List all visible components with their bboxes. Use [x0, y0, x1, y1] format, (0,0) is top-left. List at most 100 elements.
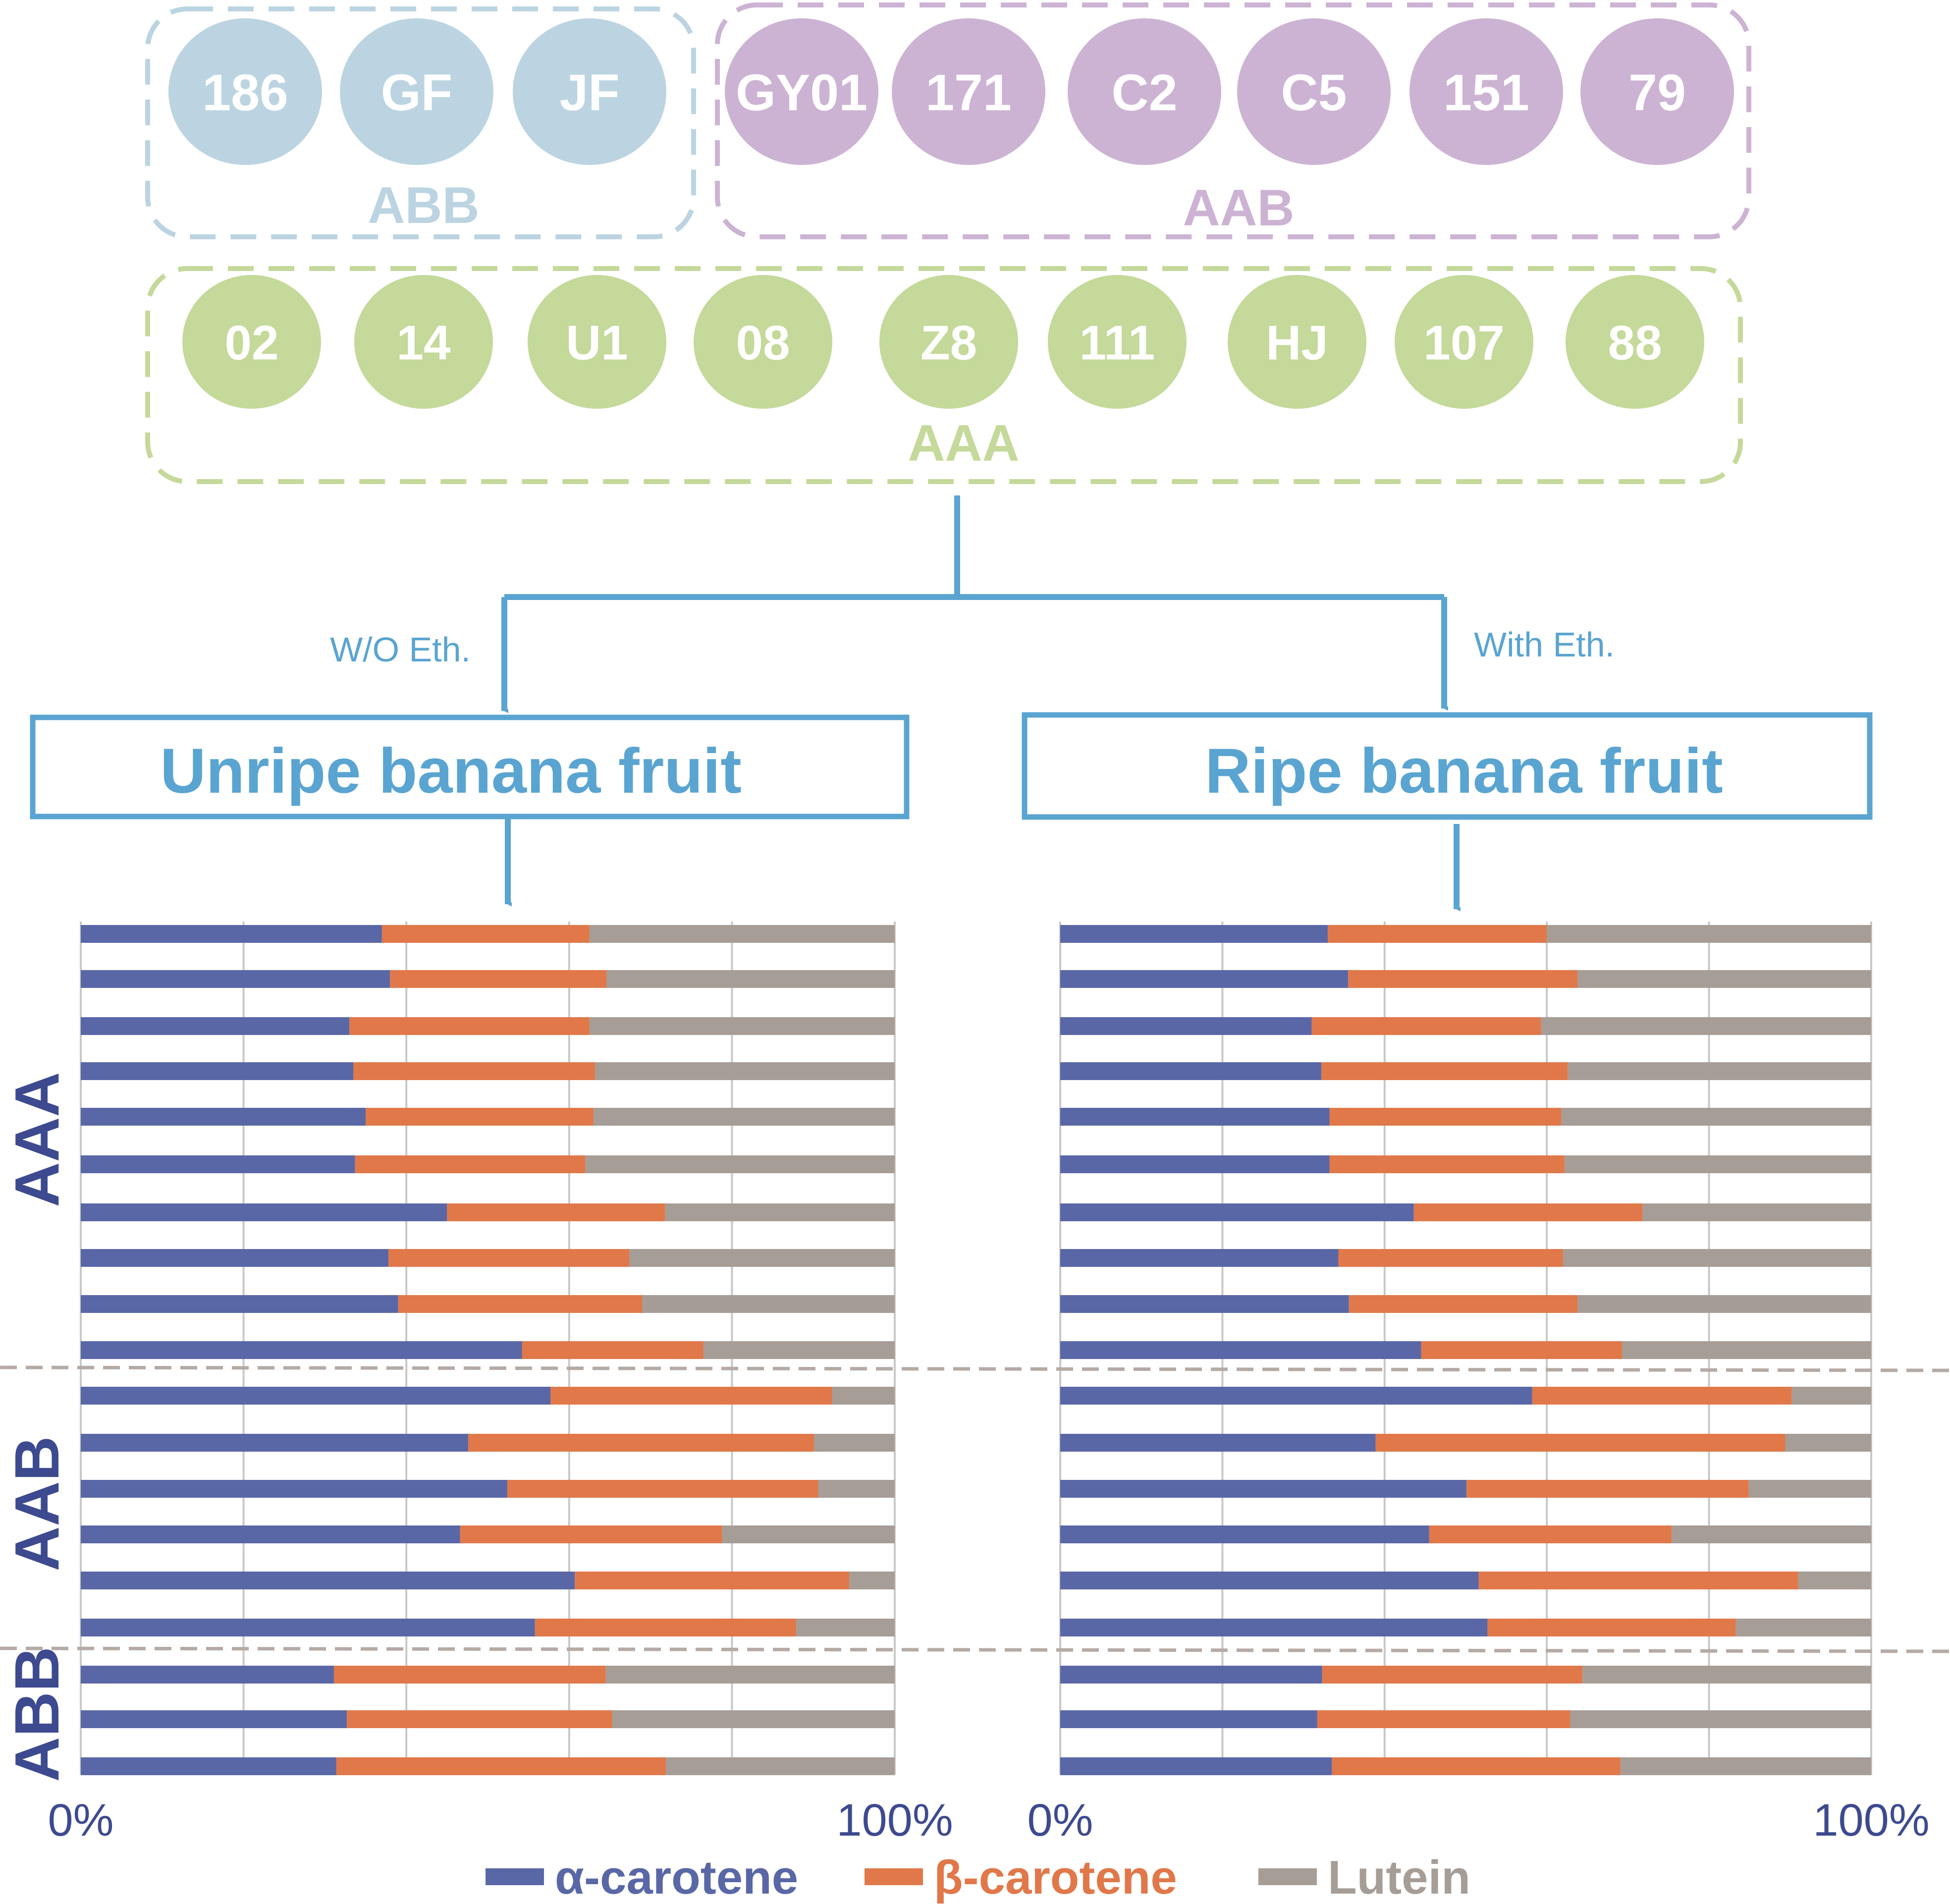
bar-segment	[1060, 1710, 1317, 1728]
unripe-chart: 0% 100%	[48, 922, 953, 1846]
group-separator	[0, 1646, 1950, 1653]
legend: α-carotene β-carotene Lutein	[486, 1851, 1470, 1904]
cultivar-circle	[340, 18, 493, 165]
bar-segment	[1429, 1525, 1672, 1543]
legend-label: Lutein	[1328, 1851, 1470, 1904]
bar-segment	[535, 1619, 797, 1636]
bar-segment	[1060, 1295, 1349, 1313]
bar-segment	[447, 1203, 665, 1221]
cultivar-circle	[1395, 275, 1533, 409]
cultivar-circle	[725, 18, 878, 165]
bar-segment	[381, 925, 590, 943]
bar-segment	[81, 1062, 354, 1080]
bar-segment	[1565, 1155, 1871, 1173]
cultivar-label: GF	[381, 64, 452, 121]
bar-segment	[1466, 1480, 1749, 1498]
bar-segment	[1478, 1572, 1798, 1589]
cultivar-label: 151	[1443, 64, 1529, 121]
legend-swatch	[865, 1868, 923, 1885]
x-tick-label: 100%	[836, 1795, 953, 1846]
cultivar-label: 14	[396, 315, 450, 370]
bar-segment	[1577, 970, 1871, 988]
row-group-label: AAA	[2, 1072, 72, 1207]
bar-segment	[612, 1710, 895, 1728]
bar-segment	[1338, 1249, 1563, 1267]
bar-segment	[460, 1525, 722, 1543]
cultivar-circle	[1566, 275, 1704, 409]
bar-segment	[1582, 1666, 1871, 1684]
bar-segment	[1798, 1572, 1871, 1589]
cultivar-circle	[694, 275, 832, 409]
bar-segment	[1060, 925, 1328, 943]
bar-segment	[81, 1480, 507, 1498]
bar-segment	[366, 1108, 594, 1126]
bar-segment	[589, 925, 895, 943]
group-aab: GY01 171 C2 C5 151 79 AAB	[715, 2, 1751, 239]
bar-segment	[1060, 1017, 1312, 1035]
bar-segment	[81, 1757, 336, 1775]
bar-segment	[1785, 1434, 1871, 1452]
legend-label: α-carotene	[555, 1851, 798, 1904]
legend-swatch	[1258, 1868, 1317, 1885]
bar-segment	[1349, 1295, 1578, 1313]
bar-segment	[606, 970, 895, 988]
group-abb-circles: 186 GF JF	[168, 18, 666, 165]
x-tick-label: 0%	[48, 1795, 114, 1846]
flow-right-label: With Eth.	[1474, 625, 1615, 664]
bar-segment	[81, 1572, 575, 1589]
cultivar-label: U1	[566, 315, 628, 370]
bar-segment	[1672, 1525, 1871, 1543]
x-tick-label: 100%	[1813, 1795, 1929, 1846]
bar-segment	[81, 1666, 334, 1684]
cultivar-label: 186	[202, 64, 288, 121]
legend-swatch	[486, 1868, 544, 1885]
bar-segment	[81, 1295, 398, 1313]
bar-segment	[1311, 1017, 1541, 1035]
cultivar-circle	[1237, 18, 1391, 165]
bar-segment	[722, 1525, 895, 1543]
row-group-labels: AAA AAB ABB	[2, 1072, 72, 1782]
bar-segment	[81, 970, 390, 988]
bar-segment	[81, 1710, 347, 1728]
unripe-title-box: Unripe banana fruit	[30, 714, 910, 819]
bar-segment	[1622, 1341, 1871, 1359]
bar-segment	[390, 970, 607, 988]
bar-segment	[1735, 1619, 1871, 1636]
bar-segment	[1748, 1480, 1871, 1498]
cultivar-label: 88	[1608, 315, 1662, 370]
bar-segment	[507, 1480, 818, 1498]
bar-segment	[81, 1619, 535, 1636]
bar-segment	[1532, 1387, 1792, 1405]
bar-segment	[1791, 1387, 1871, 1405]
ripe-title-text: Ripe banana fruit	[1205, 736, 1723, 807]
bar-segment	[1577, 1295, 1871, 1313]
cultivar-circle	[1228, 275, 1366, 409]
bar-segment	[1561, 1108, 1871, 1126]
cultivar-label: 107	[1423, 315, 1505, 370]
ripe-title-frame	[1022, 712, 1873, 820]
row-group-label: ABB	[2, 1647, 72, 1782]
bar-segment	[1329, 1108, 1562, 1126]
bar-segment	[1060, 1203, 1414, 1221]
bar-segment	[333, 1666, 606, 1684]
ripe-chart: 0% 100%	[1028, 922, 1930, 1846]
bar-segment	[1060, 1619, 1488, 1636]
bar-segment	[355, 1155, 586, 1173]
bar-segment	[666, 1757, 895, 1775]
bar-segment	[81, 1525, 460, 1543]
bar-segment	[1060, 1434, 1376, 1452]
cultivar-label: JF	[559, 64, 619, 121]
bar-segment	[849, 1572, 895, 1589]
bar-segment	[81, 1108, 366, 1126]
bar-segment	[1060, 1249, 1339, 1267]
bar-segment	[1568, 1062, 1871, 1080]
bar-segment	[1541, 1017, 1871, 1035]
bar-segment	[814, 1434, 895, 1452]
group-aaa: 02 14 U1 08 Z8 111 HJ 107 88 AAA	[145, 266, 1743, 484]
bar-segment	[1375, 1434, 1786, 1452]
bar-segment	[1060, 970, 1349, 988]
group-abb: 186 GF JF ABB	[145, 6, 696, 239]
bar-segment	[1060, 1757, 1332, 1775]
